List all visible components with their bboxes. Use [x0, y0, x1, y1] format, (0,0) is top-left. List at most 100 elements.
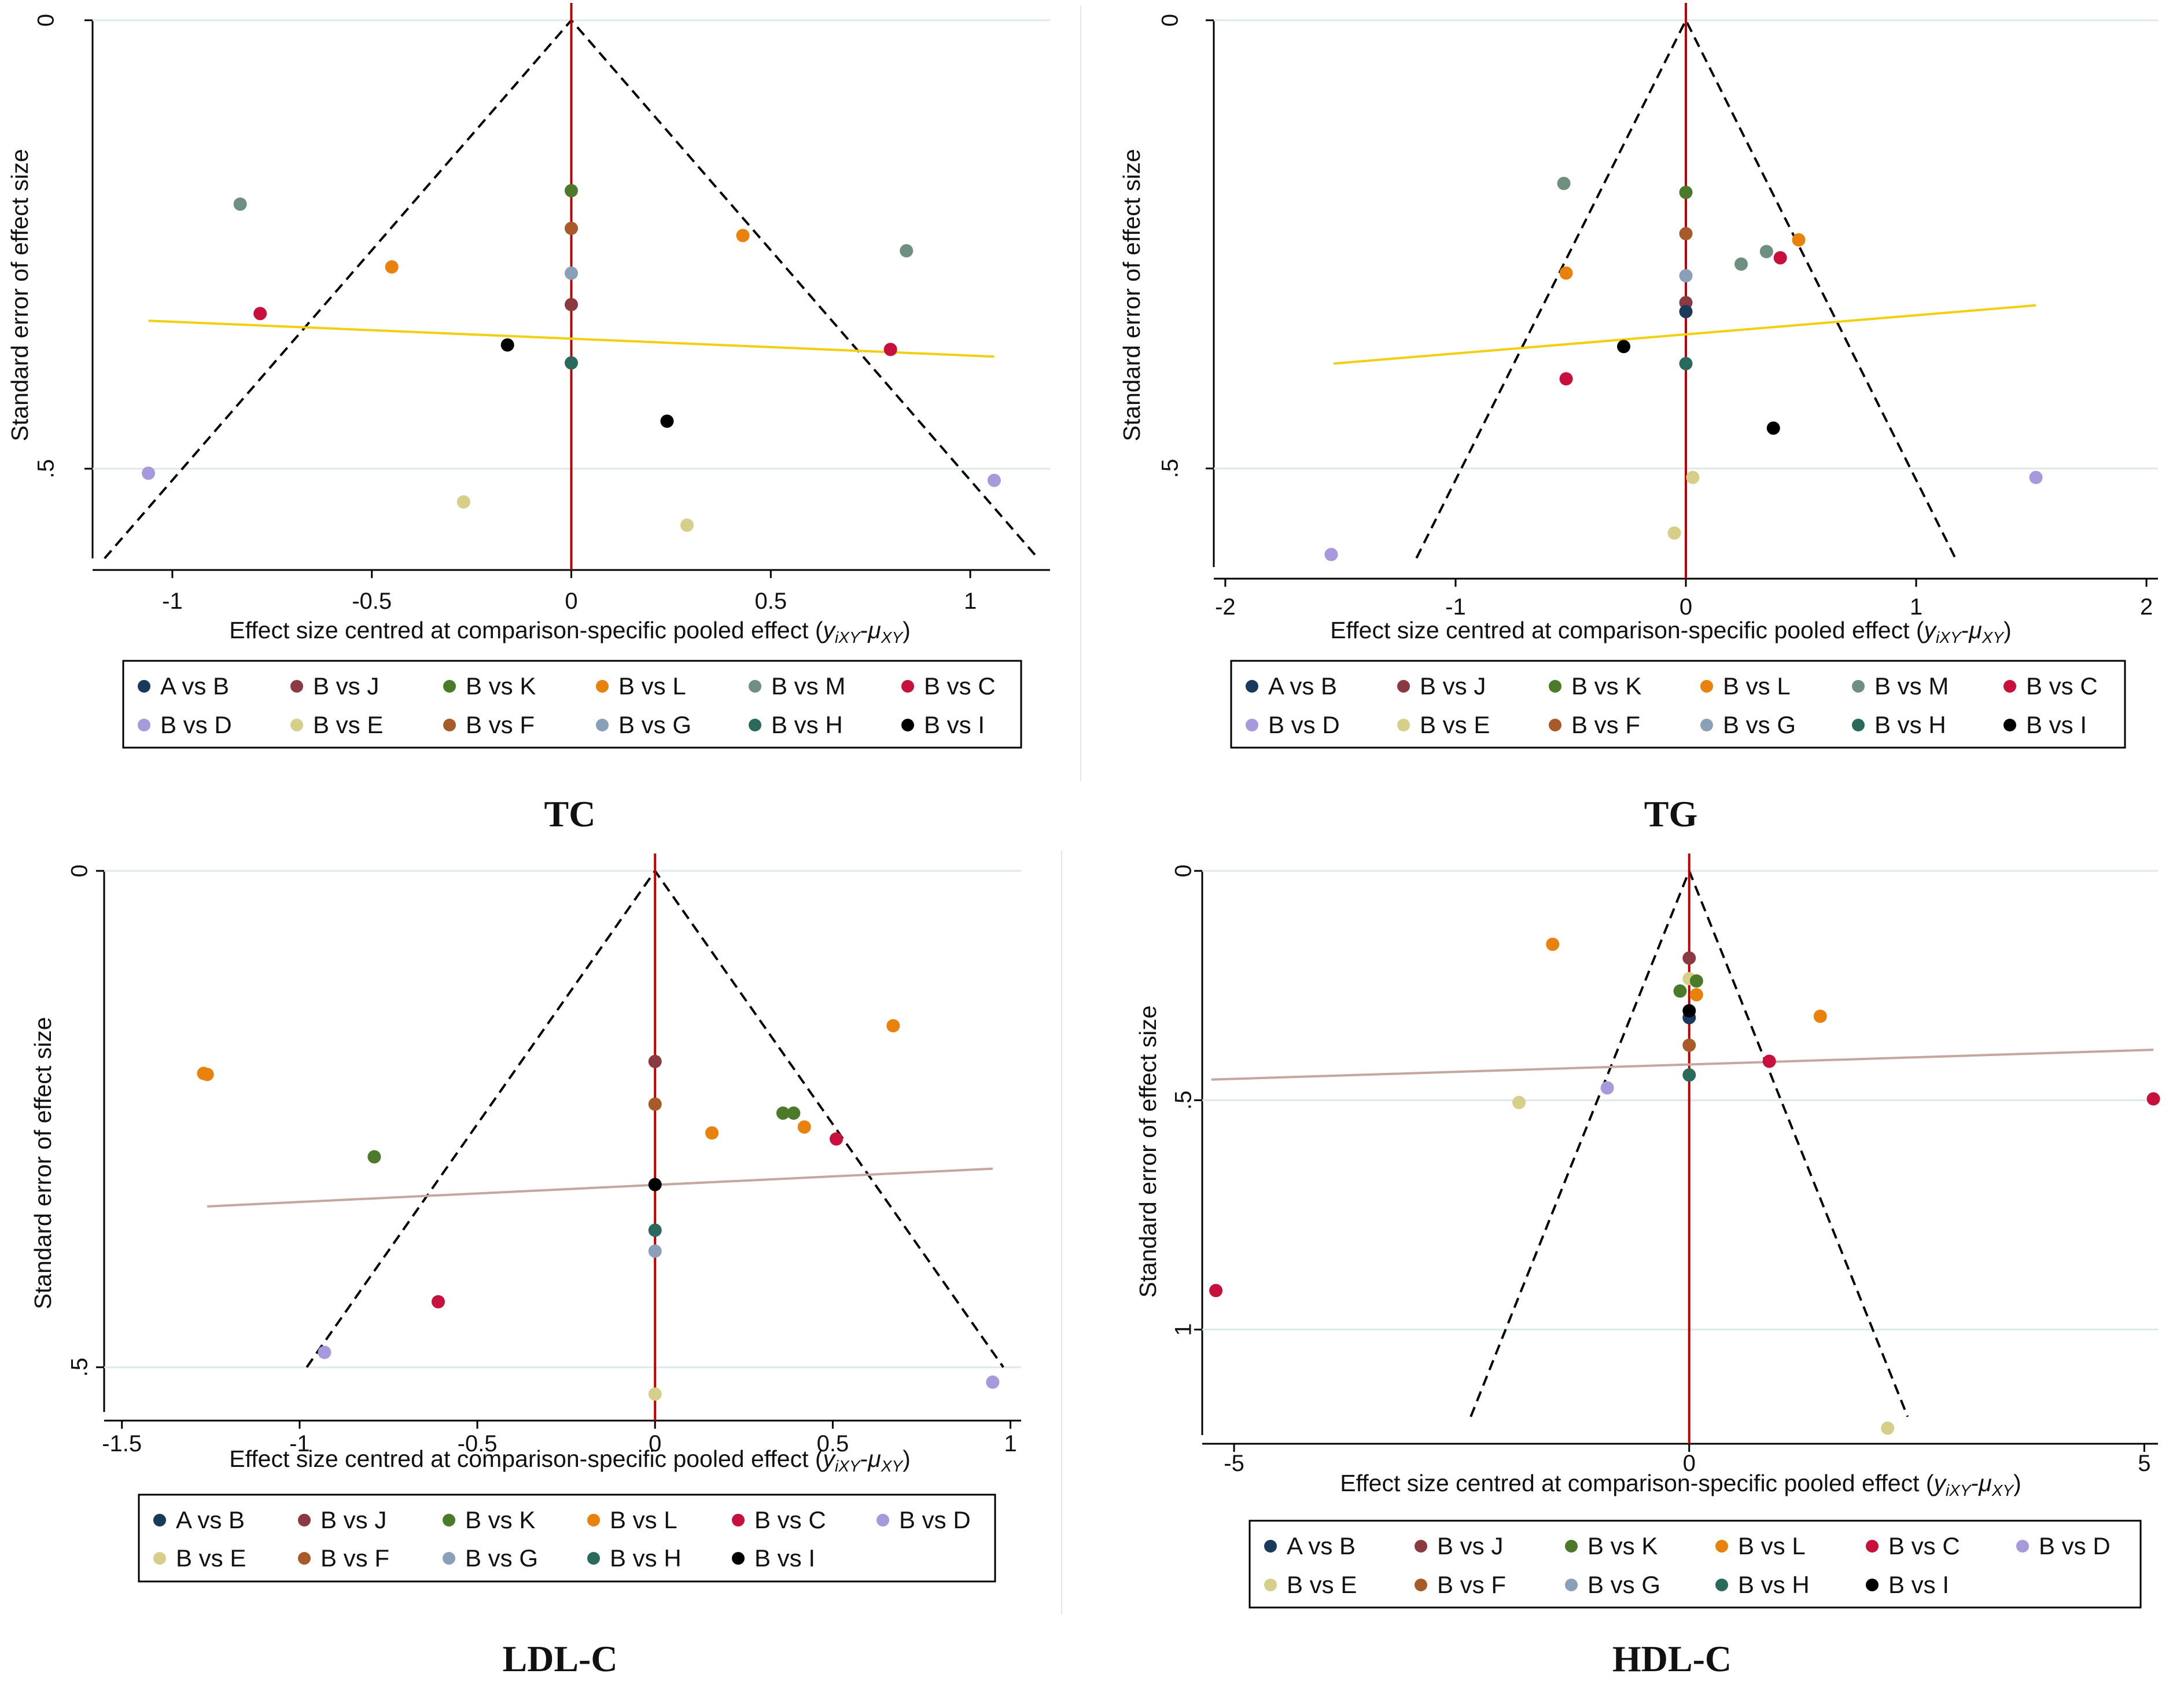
legend-label-b-vs-e: B vs E: [1420, 711, 1490, 738]
data-point-b-vs-l: [797, 1120, 811, 1134]
data-point-b-vs-d: [1600, 1081, 1614, 1095]
data-point-b-vs-i: [500, 338, 514, 352]
data-point-b-vs-e: [1667, 526, 1681, 540]
legend-label-b-vs-d: B vs D: [899, 1506, 971, 1533]
data-point-b-vs-j: [1682, 951, 1696, 965]
data-point-b-vs-c: [1762, 1054, 1776, 1068]
legend-label-a-vs-b: A vs B: [176, 1506, 245, 1533]
data-point-b-vs-l: [385, 260, 399, 274]
legend-marker-b-vs-g: [1565, 1579, 1578, 1591]
legend-label-b-vs-k: B vs K: [466, 672, 536, 700]
data-point-b-vs-k: [776, 1106, 790, 1120]
data-point-b-vs-f: [648, 1097, 662, 1111]
data-point-b-vs-k: [1673, 984, 1687, 998]
data-point-b-vs-l: [1792, 233, 1806, 247]
x-axis-title-mu-sub: XY: [1982, 628, 2005, 646]
x-tick-label: 0: [649, 1431, 661, 1456]
data-point-b-vs-e: [1881, 1421, 1895, 1435]
legend-marker-b-vs-j: [290, 680, 303, 693]
data-point-b-vs-k: [787, 1106, 801, 1120]
y-axis-title: Standard error of effect size: [1135, 1005, 1161, 1297]
data-point-b-vs-f: [1679, 227, 1693, 241]
legend-marker-b-vs-m: [1852, 680, 1865, 693]
x-axis-title-mu-sub: XY: [881, 1457, 904, 1475]
data-point-b-vs-d: [987, 473, 1001, 487]
data-point-b-vs-g: [1679, 269, 1693, 283]
x-tick-label: 0: [565, 588, 577, 614]
data-point-b-vs-c: [883, 343, 897, 356]
x-tick-label: 0: [1680, 594, 1692, 620]
x-tick-label: -0.5: [352, 588, 392, 614]
legend-marker-b-vs-f: [1549, 719, 1561, 731]
legend-marker-b-vs-c: [732, 1514, 745, 1527]
y-tick-label: .5: [34, 459, 59, 478]
legend-marker-b-vs-f: [298, 1552, 311, 1565]
legend-marker-b-vs-k: [1565, 1540, 1578, 1553]
legend-label-b-vs-g: B vs G: [1723, 711, 1796, 738]
data-point-b-vs-l: [886, 1019, 900, 1033]
legend-label-b-vs-l: B vs L: [618, 672, 686, 700]
data-point-b-vs-c: [431, 1295, 445, 1309]
legend-marker-b-vs-g: [443, 1552, 455, 1565]
legend-label-b-vs-l: B vs L: [1723, 672, 1791, 700]
legend-label-b-vs-j: B vs J: [1420, 672, 1486, 700]
x-axis-title-sub: iXY: [835, 1457, 861, 1475]
legend-label-a-vs-b: A vs B: [1287, 1532, 1356, 1559]
legend-label-b-vs-c: B vs C: [2026, 672, 2098, 700]
x-tick-label: -1.5: [102, 1431, 142, 1456]
panel-hdl-c: 0 .5 1 -5 0 5 Standard error of effect size Eff…: [1135, 854, 2160, 1609]
y-tick-label: .5: [67, 1358, 93, 1377]
data-point-b-vs-h: [565, 356, 578, 370]
legend-label-b-vs-g: B vs G: [1588, 1571, 1660, 1598]
x-axis-title-text: Effect size centred at comparison-specif…: [229, 617, 823, 643]
data-point-b-vs-m: [900, 244, 914, 258]
legend-label-b-vs-j: B vs J: [313, 672, 379, 700]
legend-marker-a-vs-b: [1264, 1540, 1277, 1553]
legend-marker-b-vs-e: [1264, 1579, 1277, 1591]
data-point-b-vs-k: [1689, 974, 1703, 988]
x-axis-title: Effect size centred at comparison-specif…: [1330, 617, 2012, 646]
data-point-b-vs-i: [1617, 340, 1631, 354]
legend-marker-b-vs-k: [443, 680, 456, 693]
y-axis-title: Standard error of effect size: [1118, 149, 1145, 441]
legend-marker-b-vs-i: [732, 1552, 745, 1565]
x-tick-label: 1: [1910, 594, 1922, 620]
legend-label-b-vs-d: B vs D: [2039, 1532, 2111, 1559]
legend-marker-b-vs-i: [1866, 1579, 1879, 1591]
x-tick-label: 0: [1683, 1451, 1696, 1476]
y-tick-label: 0: [34, 14, 59, 27]
data-point-b-vs-d: [2029, 470, 2043, 484]
legend-label-b-vs-c: B vs C: [754, 1506, 826, 1533]
legend-label-b-vs-l: B vs L: [1738, 1532, 1806, 1559]
data-point-b-vs-l: [1813, 1009, 1827, 1023]
legend-marker-b-vs-g: [1700, 719, 1713, 731]
data-point-b-vs-c: [1209, 1283, 1223, 1297]
data-point-b-vs-i: [660, 414, 674, 428]
data-point-b-vs-m: [1734, 257, 1748, 271]
data-point-b-vs-e: [648, 1387, 662, 1401]
data-point-b-vs-e: [456, 495, 470, 509]
x-tick-label: -2: [1215, 594, 1236, 620]
data-point-b-vs-e: [1512, 1095, 1526, 1109]
data-point-b-vs-i: [648, 1178, 662, 1191]
x-tick-label: 0.5: [817, 1431, 849, 1456]
data-point-b-vs-f: [565, 222, 578, 236]
legend-label-b-vs-c: B vs C: [924, 672, 996, 700]
legend-label-a-vs-b: A vs B: [1268, 672, 1337, 700]
x-tick-label: -0.5: [458, 1431, 498, 1456]
legend-label-b-vs-j: B vs J: [1437, 1532, 1503, 1559]
x-axis-title-y: y: [1932, 1470, 1947, 1496]
legend-marker-b-vs-f: [443, 719, 456, 731]
legend-marker-b-vs-l: [596, 680, 609, 693]
legend-marker-b-vs-e: [153, 1552, 166, 1565]
legend-label-a-vs-b: A vs B: [160, 672, 229, 700]
x-axis-title-mu: μ: [867, 617, 881, 643]
data-point-b-vs-k: [367, 1150, 381, 1164]
legend-label-b-vs-f: B vs F: [1571, 711, 1640, 738]
data-point-b-vs-k: [565, 184, 578, 197]
legend: A vs B B vs J B vs K B vs L B vs M B vs C B vs…: [122, 660, 1022, 749]
legend: A vs B B vs J B vs K B vs L B vs C B vs D B vs…: [138, 1494, 996, 1583]
data-point-a-vs-b: [1679, 304, 1693, 318]
legend-label-b-vs-d: B vs D: [1268, 711, 1340, 738]
